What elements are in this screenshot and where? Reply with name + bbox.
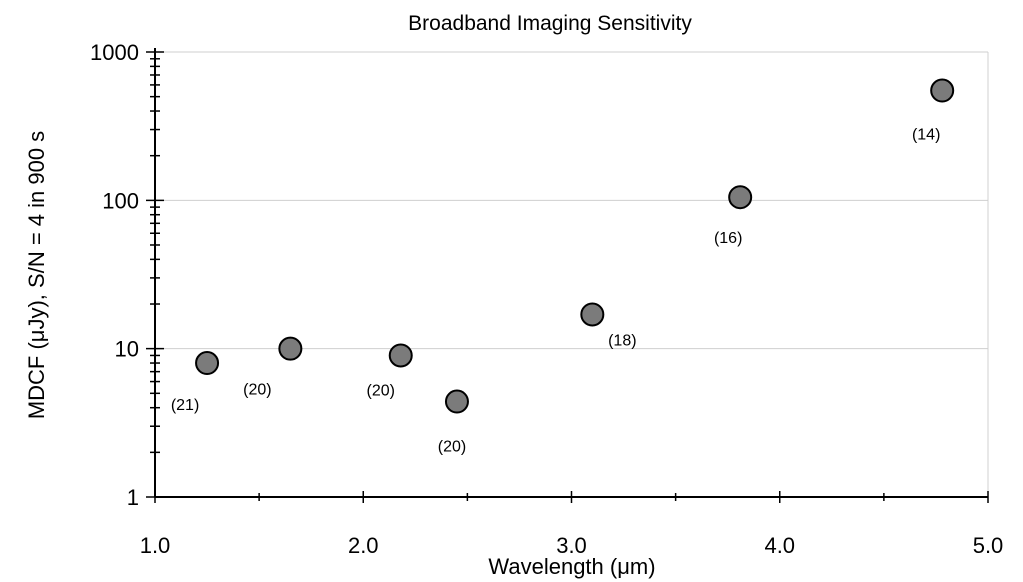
data-points (195, 78, 955, 414)
grid-lines (155, 51, 988, 350)
x-tick-label: 1.0 (140, 533, 171, 558)
x-tick-label: 5.0 (973, 533, 1004, 558)
y-tick-label: 10 (115, 337, 139, 362)
data-point-label: (20) (243, 382, 271, 399)
x-axis-label: Wavelength (μm) (488, 554, 655, 579)
x-tick-label: 4.0 (764, 533, 795, 558)
axes (146, 48, 989, 503)
data-point-label: (14) (912, 127, 940, 144)
data-point-label: (20) (438, 439, 466, 456)
data-point (278, 336, 303, 361)
x-tick-label: 2.0 (348, 533, 379, 558)
y-tick-label: 1 (127, 485, 139, 510)
data-point-label: (20) (367, 382, 395, 399)
y-axis-label: MDCF (μJy), S/N = 4 in 900 s (24, 131, 49, 419)
data-point-label: (16) (714, 230, 742, 247)
x-tick-label: 3.0 (556, 533, 587, 558)
data-point-label: (18) (608, 332, 636, 349)
point-labels: (21) (20) (20) (20) (18) (16) (14) (171, 127, 941, 456)
data-point (195, 351, 220, 376)
plot-frame (155, 51, 989, 497)
y-tick-label: 100 (102, 188, 139, 213)
data-point-label: (21) (171, 397, 199, 414)
data-point (388, 343, 413, 368)
y-tick-labels: 1 10 100 1000 (90, 40, 139, 510)
data-point (444, 389, 469, 414)
data-point (728, 185, 753, 210)
data-point (580, 302, 605, 327)
data-point (930, 78, 955, 103)
x-tick-labels: 1.0 2.0 3.0 4.0 5.0 (140, 533, 1004, 558)
y-tick-label: 1000 (90, 40, 139, 65)
chart-title: Broadband Imaging Sensitivity (408, 12, 692, 35)
